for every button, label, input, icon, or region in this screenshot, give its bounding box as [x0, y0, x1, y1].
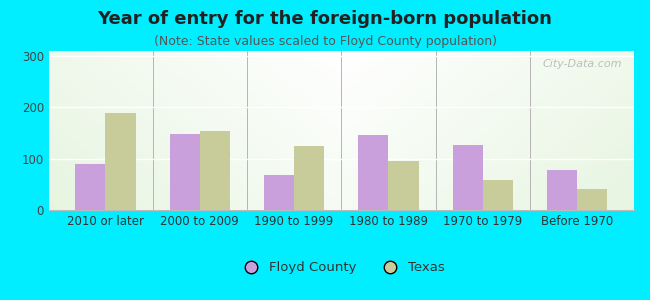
Text: (Note: State values scaled to Floyd County population): (Note: State values scaled to Floyd Coun…: [153, 34, 497, 47]
Bar: [547, 170, 577, 210]
Text: City-Data.com: City-Data.com: [543, 59, 622, 69]
Bar: [170, 134, 200, 210]
Text: Year of entry for the foreign-born population: Year of entry for the foreign-born popul…: [98, 11, 552, 28]
Bar: [264, 175, 294, 210]
Bar: [577, 190, 607, 210]
Bar: [75, 164, 105, 210]
Bar: [294, 146, 324, 210]
Bar: [358, 135, 389, 210]
Bar: [483, 180, 513, 210]
Bar: [389, 161, 419, 210]
Bar: [105, 112, 136, 210]
Legend: Floyd County, Texas: Floyd County, Texas: [232, 256, 450, 280]
Bar: [200, 130, 230, 210]
Bar: [452, 145, 483, 210]
